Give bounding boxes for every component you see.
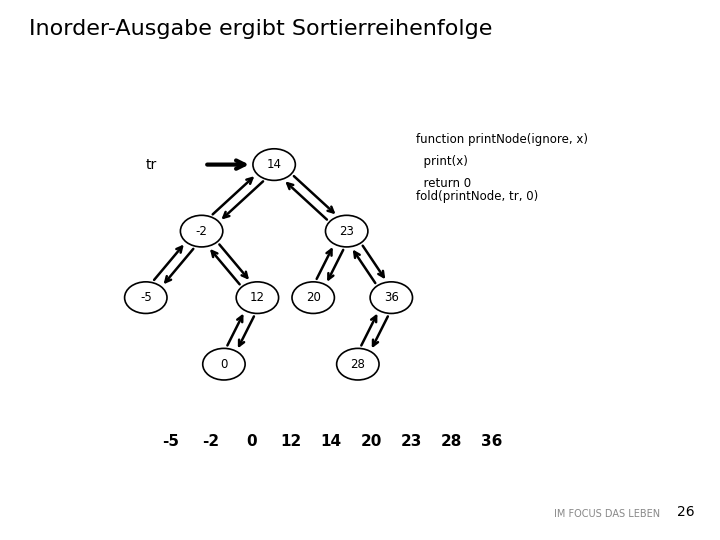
Text: function printNode(ignore, x): function printNode(ignore, x) [416, 133, 588, 146]
Text: Inorder-Ausgabe ergibt Sortierreihenfolge: Inorder-Ausgabe ergibt Sortierreihenfolg… [29, 19, 492, 39]
Text: 12: 12 [250, 291, 265, 304]
Text: -5: -5 [163, 434, 179, 449]
Text: -2: -2 [196, 225, 207, 238]
Text: 20: 20 [361, 434, 382, 449]
Text: 14: 14 [321, 434, 342, 449]
Text: 26: 26 [678, 505, 695, 519]
Text: -2: -2 [202, 434, 220, 449]
Text: print(x): print(x) [416, 155, 468, 168]
Circle shape [203, 348, 245, 380]
Text: 23: 23 [339, 225, 354, 238]
Text: 20: 20 [306, 291, 320, 304]
Circle shape [370, 282, 413, 313]
Text: 12: 12 [281, 434, 302, 449]
Text: 28: 28 [351, 357, 365, 370]
Circle shape [337, 348, 379, 380]
Circle shape [125, 282, 167, 313]
Text: 28: 28 [441, 434, 462, 449]
Text: -5: -5 [140, 291, 152, 304]
Circle shape [181, 215, 222, 247]
Text: IM FOCUS DAS LEBEN: IM FOCUS DAS LEBEN [554, 509, 660, 519]
Circle shape [325, 215, 368, 247]
Circle shape [292, 282, 334, 313]
Text: fold(printNode, tr, 0): fold(printNode, tr, 0) [416, 190, 539, 202]
Text: 14: 14 [266, 158, 282, 171]
Text: 0: 0 [220, 357, 228, 370]
Text: return 0: return 0 [416, 177, 472, 190]
Text: 23: 23 [401, 434, 422, 449]
Text: tr: tr [145, 158, 157, 172]
Circle shape [236, 282, 279, 313]
Text: 36: 36 [384, 291, 399, 304]
Circle shape [253, 149, 295, 180]
Text: 0: 0 [246, 434, 256, 449]
Text: 36: 36 [481, 434, 503, 449]
